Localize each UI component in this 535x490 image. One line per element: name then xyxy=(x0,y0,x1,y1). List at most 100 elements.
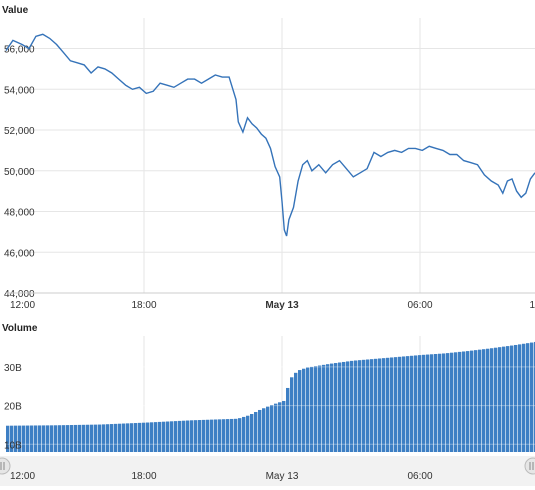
volume-bar xyxy=(158,421,162,452)
volume-bar xyxy=(390,357,394,452)
volume-bar xyxy=(102,424,106,452)
volume-bar xyxy=(246,415,250,452)
volume-bar xyxy=(202,419,206,452)
volume-bar xyxy=(62,425,66,452)
volume-bar xyxy=(518,344,522,452)
volume-bar xyxy=(258,409,262,452)
volume-bar xyxy=(10,425,14,452)
volume-x-tick-label: 18:00 xyxy=(131,471,156,482)
volume-bar xyxy=(38,425,42,452)
volume-bar xyxy=(458,351,462,452)
volume-bar xyxy=(514,344,518,452)
volume-bar xyxy=(286,387,290,452)
volume-bar xyxy=(86,424,90,452)
volume-bar xyxy=(506,346,510,452)
volume-bar xyxy=(382,358,386,452)
volume-bar xyxy=(398,356,402,452)
volume-bar xyxy=(170,421,174,452)
volume-bar xyxy=(350,360,354,452)
value-gridlines xyxy=(6,18,535,294)
volume-bar xyxy=(78,424,82,452)
volume-bar xyxy=(198,420,202,452)
volume-bar xyxy=(254,411,258,452)
volume-bar xyxy=(478,349,482,452)
volume-y-axis-labels: 10B 20B 30B xyxy=(4,363,22,451)
volume-bar xyxy=(66,425,70,452)
volume-y-tick-label: 10B xyxy=(4,440,22,451)
volume-bar xyxy=(266,406,270,452)
volume-bar xyxy=(466,351,470,452)
volume-bar xyxy=(94,424,98,452)
volume-bar xyxy=(482,349,486,452)
volume-bar xyxy=(98,424,102,452)
volume-bar xyxy=(166,421,170,452)
volume-bar xyxy=(118,423,122,452)
value-y-tick-label: 54,000 xyxy=(4,85,35,96)
volume-bar xyxy=(282,400,286,452)
volume-bar xyxy=(422,354,426,452)
volume-bar xyxy=(462,351,466,452)
volume-x-tick-label: 12:00 xyxy=(10,471,35,482)
volume-bar xyxy=(338,362,342,452)
volume-bar xyxy=(494,347,498,452)
value-panel-title: Value xyxy=(2,5,29,16)
volume-bar xyxy=(34,425,38,452)
volume-bar xyxy=(294,372,298,452)
volume-bar xyxy=(238,418,242,452)
volume-bar xyxy=(150,422,154,452)
volume-bar xyxy=(430,354,434,452)
volume-bar xyxy=(234,418,238,452)
volume-bar xyxy=(310,366,314,452)
volume-bar xyxy=(82,424,86,452)
value-x-tick-label: 18:00 xyxy=(131,300,156,311)
volume-bar xyxy=(498,347,502,452)
volume-bar xyxy=(30,425,34,452)
navigator-strip[interactable] xyxy=(0,456,535,486)
value-y-axis-labels: 44,000 46,000 48,000 50,000 52,000 54,000 56,0… xyxy=(4,45,35,300)
volume-bar xyxy=(142,422,146,452)
volume-bar xyxy=(326,364,330,452)
volume-x-tick-label: May 13 xyxy=(266,471,299,482)
volume-bar xyxy=(450,352,454,452)
value-y-tick-label: 46,000 xyxy=(4,248,35,259)
volume-bar xyxy=(426,354,430,452)
volume-bar xyxy=(14,425,18,452)
volume-bar xyxy=(314,366,318,452)
volume-bar xyxy=(522,343,526,452)
volume-bar xyxy=(278,402,282,452)
volume-bar xyxy=(530,342,534,452)
volume-bar xyxy=(510,345,514,452)
volume-bar xyxy=(110,424,114,452)
value-x-tick-label: 06:00 xyxy=(407,300,432,311)
volume-bar xyxy=(250,414,254,452)
value-series-line xyxy=(5,33,535,237)
volume-bar xyxy=(402,356,406,452)
volume-bar xyxy=(346,361,350,452)
volume-bar xyxy=(394,357,398,452)
value-x-tick-label: May 13 xyxy=(265,300,299,311)
volume-y-tick-label: 20B xyxy=(4,402,22,413)
volume-bar xyxy=(50,425,54,452)
volume-bar xyxy=(134,423,138,452)
volume-bar xyxy=(242,416,246,452)
volume-bar xyxy=(190,420,194,452)
value-y-tick-label: 44,000 xyxy=(4,289,35,300)
volume-bar xyxy=(374,358,378,452)
navigator-right-handle-icon[interactable] xyxy=(524,457,535,475)
value-x-tick-label: 12:00 xyxy=(10,300,35,311)
volume-bar xyxy=(182,420,186,452)
volume-bar xyxy=(114,423,118,452)
volume-bar xyxy=(154,422,158,452)
volume-bar xyxy=(218,419,222,452)
volume-bar xyxy=(354,360,358,452)
volume-bar xyxy=(22,425,26,452)
volume-bar xyxy=(418,355,422,452)
volume-bar xyxy=(386,357,390,452)
volume-bar xyxy=(122,423,126,452)
volume-bar xyxy=(414,355,418,452)
volume-bar xyxy=(226,419,230,452)
volume-x-tick-label: 06:00 xyxy=(407,471,432,482)
volume-bar xyxy=(366,359,370,452)
navigator-left-handle-icon[interactable] xyxy=(0,457,11,475)
volume-bar xyxy=(302,368,306,452)
